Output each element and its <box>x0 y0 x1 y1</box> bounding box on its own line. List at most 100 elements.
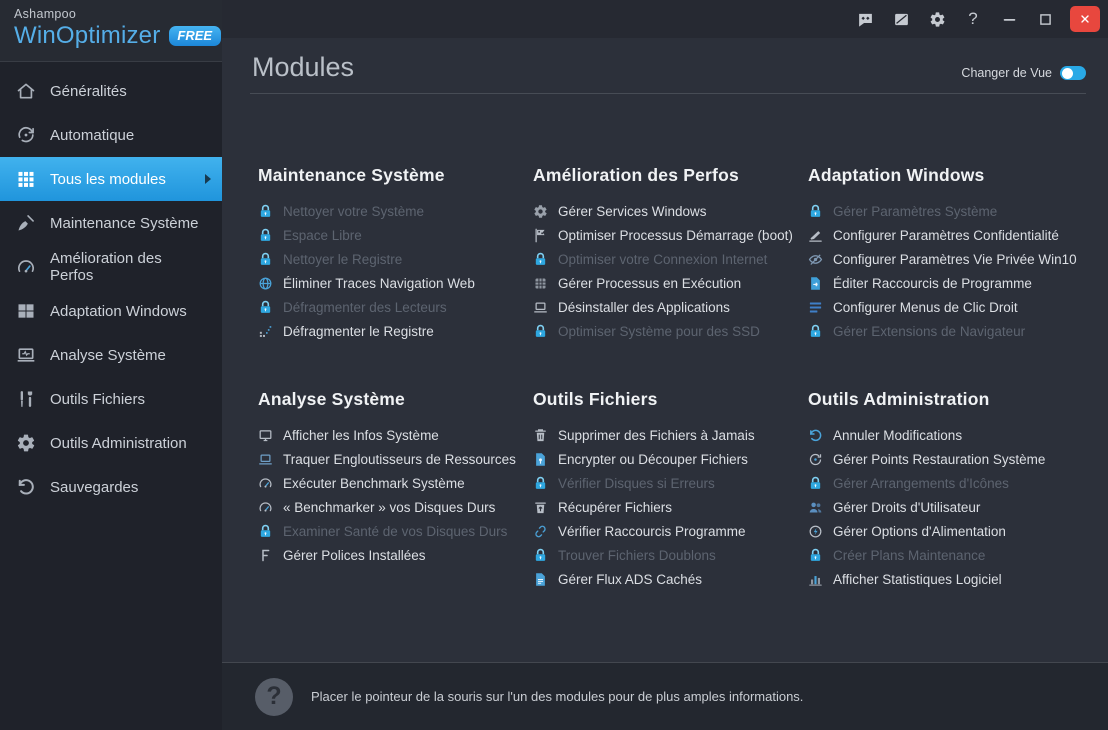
feedback-button[interactable] <box>847 0 883 38</box>
module-item[interactable]: Supprimer des Fichiers à Jamais <box>533 423 805 447</box>
module-item[interactable]: Gérer Droits d'Utilisateur <box>808 495 1080 519</box>
lock-icon <box>533 324 548 339</box>
sidebar-item-tous-les-modules[interactable]: Tous les modules <box>0 157 222 201</box>
module-item[interactable]: Optimiser votre Connexion Internet <box>533 247 805 271</box>
lock-icon <box>808 204 823 219</box>
group-title: Amélioration des Perfos <box>533 165 739 185</box>
module-group-adaptation-windows: Adaptation Windows Gérer Paramètres Syst… <box>808 165 1080 343</box>
help-circle-icon: ? <box>255 677 293 716</box>
module-item[interactable]: Annuler Modifications <box>808 423 1080 447</box>
encrypt-file-icon <box>533 452 548 467</box>
module-item[interactable]: Afficher les Infos Système <box>258 423 530 447</box>
module-item[interactable]: Examiner Santé de vos Disques Durs <box>258 519 530 543</box>
module-item[interactable]: Éliminer Traces Navigation Web <box>258 271 530 295</box>
change-view-toggle[interactable] <box>1060 66 1086 80</box>
lock-icon <box>533 252 548 267</box>
lock-icon <box>258 524 273 539</box>
context-menu-icon <box>808 300 823 315</box>
module-item[interactable]: Défragmenter des Lecteurs <box>258 295 530 319</box>
module-item[interactable]: Éditer Raccourcis de Programme <box>808 271 1080 295</box>
module-group-analyse-systeme: Analyse Système Afficher les Infos Systè… <box>258 389 530 567</box>
settings-button[interactable] <box>919 0 955 38</box>
module-label: Gérer Flux ADS Cachés <box>558 571 703 587</box>
module-item[interactable]: Exécuter Benchmark Système <box>258 471 530 495</box>
sidebar-item-analyse-systeme[interactable]: Analyse Système <box>0 333 222 377</box>
module-item[interactable]: Récupérer Fichiers <box>533 495 805 519</box>
module-label: Gérer Droits d'Utilisateur <box>833 499 981 515</box>
module-item[interactable]: « Benchmarker » vos Disques Durs <box>258 495 530 519</box>
lock-icon <box>808 324 823 339</box>
sidebar-item-label: Amélioration des Perfos <box>50 250 162 284</box>
module-label: Exécuter Benchmark Système <box>283 475 465 491</box>
module-item[interactable]: Gérer Processus en Exécution <box>533 271 805 295</box>
submenu-arrow-icon <box>205 174 211 184</box>
undo-icon <box>808 428 823 443</box>
gear-wrench-icon <box>16 433 36 453</box>
module-item[interactable]: Nettoyer votre Système <box>258 199 530 223</box>
sidebar-item-label: Tous les modules <box>50 170 166 188</box>
module-item[interactable]: Traquer Engloutisseurs de Ressources <box>258 447 530 471</box>
sidebar-item-generalites[interactable]: Généralités <box>0 69 222 113</box>
module-item[interactable]: Défragmenter le Registre <box>258 319 530 343</box>
module-item[interactable]: Gérer Services Windows <box>533 199 805 223</box>
module-item[interactable]: Nettoyer le Registre <box>258 247 530 271</box>
sidebar-item-amelioration-des-perfos[interactable]: Amélioration des Perfos <box>0 245 222 289</box>
module-label: Éditer Raccourcis de Programme <box>833 275 1032 291</box>
module-label: Nettoyer votre Système <box>283 203 425 219</box>
module-label: Optimiser votre Connexion Internet <box>558 251 768 267</box>
module-item[interactable]: Afficher Statistiques Logiciel <box>808 567 1080 591</box>
font-f-icon <box>258 548 273 563</box>
lock-icon <box>258 252 273 267</box>
titlebar: ? <box>222 0 1108 38</box>
sidebar: Ashampoo WinOptimizer FREE Généralités A… <box>0 0 222 730</box>
module-label: Traquer Engloutisseurs de Ressources <box>283 451 516 467</box>
lock-icon <box>258 204 273 219</box>
module-item[interactable]: Vérifier Raccourcis Programme <box>533 519 805 543</box>
broom-icon <box>16 213 36 233</box>
module-label: Gérer Paramètres Système <box>833 203 998 219</box>
auto-icon <box>16 125 36 145</box>
module-item[interactable]: Gérer Flux ADS Cachés <box>533 567 805 591</box>
module-item[interactable]: Configurer Menus de Clic Droit <box>808 295 1080 319</box>
restore-point-icon <box>808 452 823 467</box>
module-label: Afficher Statistiques Logiciel <box>833 571 1002 587</box>
minimize-button[interactable] <box>991 0 1027 38</box>
module-item[interactable]: Gérer Options d'Alimentation <box>808 519 1080 543</box>
sidebar-item-adaptation-windows[interactable]: Adaptation Windows <box>0 289 222 333</box>
toggle-knob <box>1062 67 1073 79</box>
module-item[interactable]: Vérifier Disques si Erreurs <box>533 471 805 495</box>
help-icon: ? <box>968 9 978 28</box>
maximize-button[interactable] <box>1027 0 1063 38</box>
sidebar-item-label: Adaptation Windows <box>50 302 187 320</box>
module-label: Espace Libre <box>283 227 362 243</box>
module-item[interactable]: Trouver Fichiers Doublons <box>533 543 805 567</box>
module-item[interactable]: Désinstaller des Applications <box>533 295 805 319</box>
footer-hint-text: Placer le pointeur de la souris sur l'un… <box>311 689 804 704</box>
module-item[interactable]: Gérer Polices Installées <box>258 543 530 567</box>
sidebar-item-automatique[interactable]: Automatique <box>0 113 222 157</box>
module-item[interactable]: Encrypter ou Découper Fichiers <box>533 447 805 471</box>
module-label: Gérer Polices Installées <box>283 547 426 563</box>
module-item[interactable]: Optimiser Processus Démarrage (boot) <box>533 223 805 247</box>
notes-button[interactable] <box>883 0 919 38</box>
module-item[interactable]: Gérer Arrangements d'Icônes <box>808 471 1080 495</box>
free-badge: FREE <box>169 26 222 46</box>
module-item[interactable]: Espace Libre <box>258 223 530 247</box>
module-item[interactable]: Configurer Paramètres Confidentialité <box>808 223 1080 247</box>
sidebar-item-sauvegardes[interactable]: Sauvegardes <box>0 465 222 509</box>
module-item[interactable]: Créer Plans Maintenance <box>808 543 1080 567</box>
laptop-pulse-icon <box>16 345 36 365</box>
brand-product: WinOptimizer <box>14 22 161 49</box>
module-item[interactable]: Configurer Paramètres Vie Privée Win10 <box>808 247 1080 271</box>
help-button[interactable]: ? <box>955 0 991 38</box>
module-item[interactable]: Optimiser Système pour des SSD <box>533 319 805 343</box>
module-item[interactable]: Gérer Points Restauration Système <box>808 447 1080 471</box>
gauge-icon <box>16 257 36 277</box>
sidebar-item-outils-fichiers[interactable]: Outils Fichiers <box>0 377 222 421</box>
module-item[interactable]: Gérer Extensions de Navigateur <box>808 319 1080 343</box>
module-item[interactable]: Gérer Paramètres Système <box>808 199 1080 223</box>
sidebar-item-outils-administration[interactable]: Outils Administration <box>0 421 222 465</box>
sidebar-item-maintenance-systeme[interactable]: Maintenance Système <box>0 201 222 245</box>
settings-icon <box>929 11 946 28</box>
close-button[interactable] <box>1070 6 1100 32</box>
